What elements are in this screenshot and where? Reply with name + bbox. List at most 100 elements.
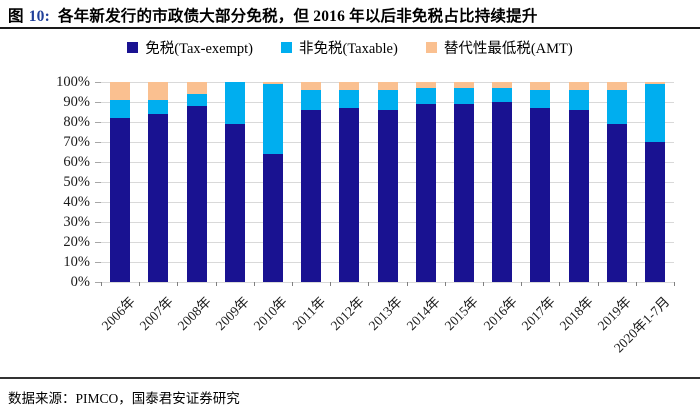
bar-segment (148, 82, 169, 100)
x-axis-tick (101, 282, 102, 286)
bar-segment (339, 90, 360, 108)
x-axis-tick (521, 282, 523, 286)
x-axis-label: 2008年 (174, 293, 214, 334)
bar-segment (224, 124, 245, 282)
bar-segment (644, 142, 665, 282)
bar-segment (530, 108, 551, 282)
bar-segment (301, 82, 322, 90)
x-axis-label: 2016年 (480, 293, 520, 334)
x-axis-tick (635, 282, 637, 286)
x-axis-label: 2013年 (365, 293, 405, 334)
x-axis-tick (253, 282, 255, 286)
x-axis-tick (444, 282, 446, 286)
bar-segment (377, 82, 398, 90)
y-axis-tick (95, 181, 101, 183)
y-axis-label: 80% (63, 114, 90, 130)
figure-number: 10: (28, 8, 50, 25)
x-axis-tick (177, 282, 179, 286)
bar-segment (110, 82, 131, 100)
bar-segment (186, 94, 207, 106)
bar-segment (568, 90, 589, 110)
bar-segment (606, 90, 627, 124)
x-axis-label: 2012年 (327, 293, 367, 334)
stacked-bar-chart: 0% 10% 20% 30% 40% 50% 60% 70% 80% 90% 100% 2006年 20… (0, 66, 700, 372)
footer-divider (0, 377, 700, 379)
bar-segment (377, 110, 398, 282)
bar-segment (606, 82, 627, 90)
legend-label: 免税(Tax-exempt) (145, 41, 253, 57)
bar-segment (377, 90, 398, 110)
bar-segment (262, 84, 283, 154)
legend-label: 非免税(Taxable) (298, 41, 398, 57)
bar-segment (415, 88, 436, 104)
y-axis-tick (95, 261, 101, 263)
legend-label: 替代性最低税(AMT) (443, 41, 573, 57)
y-axis-label: 60% (63, 154, 90, 170)
y-axis-label: 70% (63, 134, 90, 150)
bar-segment (492, 102, 513, 282)
bar-segment (186, 106, 207, 282)
legend-item-amt: 替代性最低税(AMT) (425, 37, 573, 58)
bar-segment (415, 82, 436, 88)
x-axis-tick (406, 282, 408, 286)
x-axis-tick (368, 282, 370, 286)
y-axis-tick (95, 101, 101, 103)
x-axis-label: 2011年 (289, 293, 329, 333)
bar-segment (568, 110, 589, 282)
x-axis-tick (559, 282, 561, 286)
legend-item-tax-exempt: 免税(Tax-exempt) (127, 37, 253, 58)
bar-segment (110, 100, 131, 118)
bar-segment (262, 154, 283, 282)
y-axis-tick (95, 221, 101, 223)
y-axis-tick (95, 121, 101, 123)
y-axis-label: 10% (63, 254, 90, 270)
bar-segment (301, 90, 322, 110)
x-axis-tick (292, 282, 293, 286)
y-axis-tick (95, 81, 101, 83)
bar-segment (186, 82, 207, 94)
y-axis-label: 40% (63, 194, 90, 210)
x-axis-tick (215, 282, 217, 286)
x-axis-label: 2018年 (556, 293, 596, 334)
bar-segment (644, 84, 665, 142)
bar-segment (339, 82, 360, 90)
x-axis-tick (674, 282, 675, 286)
bar-segment (415, 104, 436, 282)
legend-item-taxable: 非免税(Taxable) (280, 37, 398, 58)
x-axis-tick (483, 282, 484, 286)
bar-segment (224, 82, 245, 124)
y-axis-label: 100% (56, 74, 90, 90)
figure-title: 图 10: 各年新发行的市政债大部分免税，但 2016 年以后非免税占比持续提升 (8, 4, 538, 26)
bar-segment (453, 88, 474, 104)
chart-legend: 免税(Tax-exempt) 非免税(Taxable) 替代性最低税(AMT) (0, 37, 700, 58)
bar-segment (568, 82, 589, 90)
bar-segment (110, 118, 131, 282)
y-axis-tick (95, 161, 101, 163)
y-axis-tick (95, 201, 101, 203)
y-axis-tick (95, 241, 101, 243)
bar-segment (644, 82, 665, 84)
bar-segment (530, 90, 551, 108)
figure-title-text: 各年新发行的市政债大部分免税，但 2016 年以后非免税占比持续提升 (57, 8, 538, 25)
y-axis-label: 30% (63, 214, 90, 230)
x-axis-tick (597, 282, 599, 286)
bar-segment (301, 110, 322, 282)
bar-segment (606, 124, 627, 282)
y-axis-tick (95, 141, 101, 143)
x-axis-tick (139, 282, 141, 286)
x-axis-label: 2015年 (442, 293, 482, 334)
x-axis-label: 2014年 (403, 293, 444, 334)
bar-segment (148, 114, 169, 282)
x-axis-label: 2009年 (212, 293, 253, 334)
title-underline (0, 27, 700, 29)
bar-segment (262, 82, 283, 84)
bar-segment (530, 82, 551, 90)
data-source: 数据来源：PIMCO，国泰君安证券研究 (8, 391, 240, 406)
bar-segment (453, 104, 474, 282)
x-axis-tick (330, 282, 332, 286)
tax-exempt-swatch-icon (127, 42, 139, 53)
y-axis-label: 20% (63, 234, 90, 250)
x-axis-label: 2010年 (251, 293, 291, 334)
y-axis-tick (95, 281, 101, 283)
